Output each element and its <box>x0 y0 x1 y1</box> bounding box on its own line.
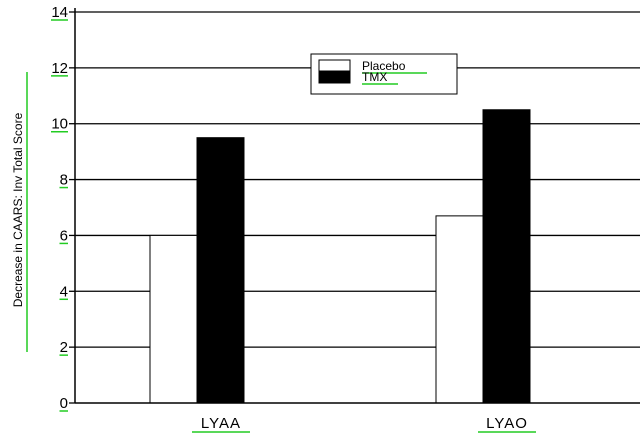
y-tick-label: 14 <box>51 4 68 21</box>
y-tick-label: 4 <box>60 283 68 300</box>
y-axis-label: Decrease in CAARS: Inv Total Score <box>11 112 25 307</box>
y-tick-label: 6 <box>60 227 68 244</box>
y-tick-label: 8 <box>60 172 68 189</box>
bar-tmx-lyao <box>482 109 531 404</box>
legend-swatch-tmx <box>318 70 351 84</box>
legend-label-placebo: Placebo <box>362 59 406 73</box>
y-tick-label: 2 <box>60 339 68 356</box>
y-tick-label: 10 <box>51 116 68 133</box>
x-tick-label: LYAA <box>201 415 241 432</box>
bars <box>149 109 531 404</box>
x-tick-labels: LYAA LYAO <box>192 415 536 433</box>
y-tick-labels: 0 2 4 6 8 10 12 14 <box>51 4 68 412</box>
legend-label-tmx: TMX <box>362 70 387 84</box>
bar-tmx-lyaa <box>196 137 245 404</box>
bar-placebo-lyao <box>435 215 484 404</box>
bar-placebo-lyaa <box>149 234 198 404</box>
axes <box>26 8 640 404</box>
x-tick-label: LYAO <box>486 415 528 432</box>
y-tick-label: 12 <box>51 60 68 77</box>
y-tick-label: 0 <box>60 395 68 412</box>
legend-swatch-placebo <box>318 59 351 73</box>
